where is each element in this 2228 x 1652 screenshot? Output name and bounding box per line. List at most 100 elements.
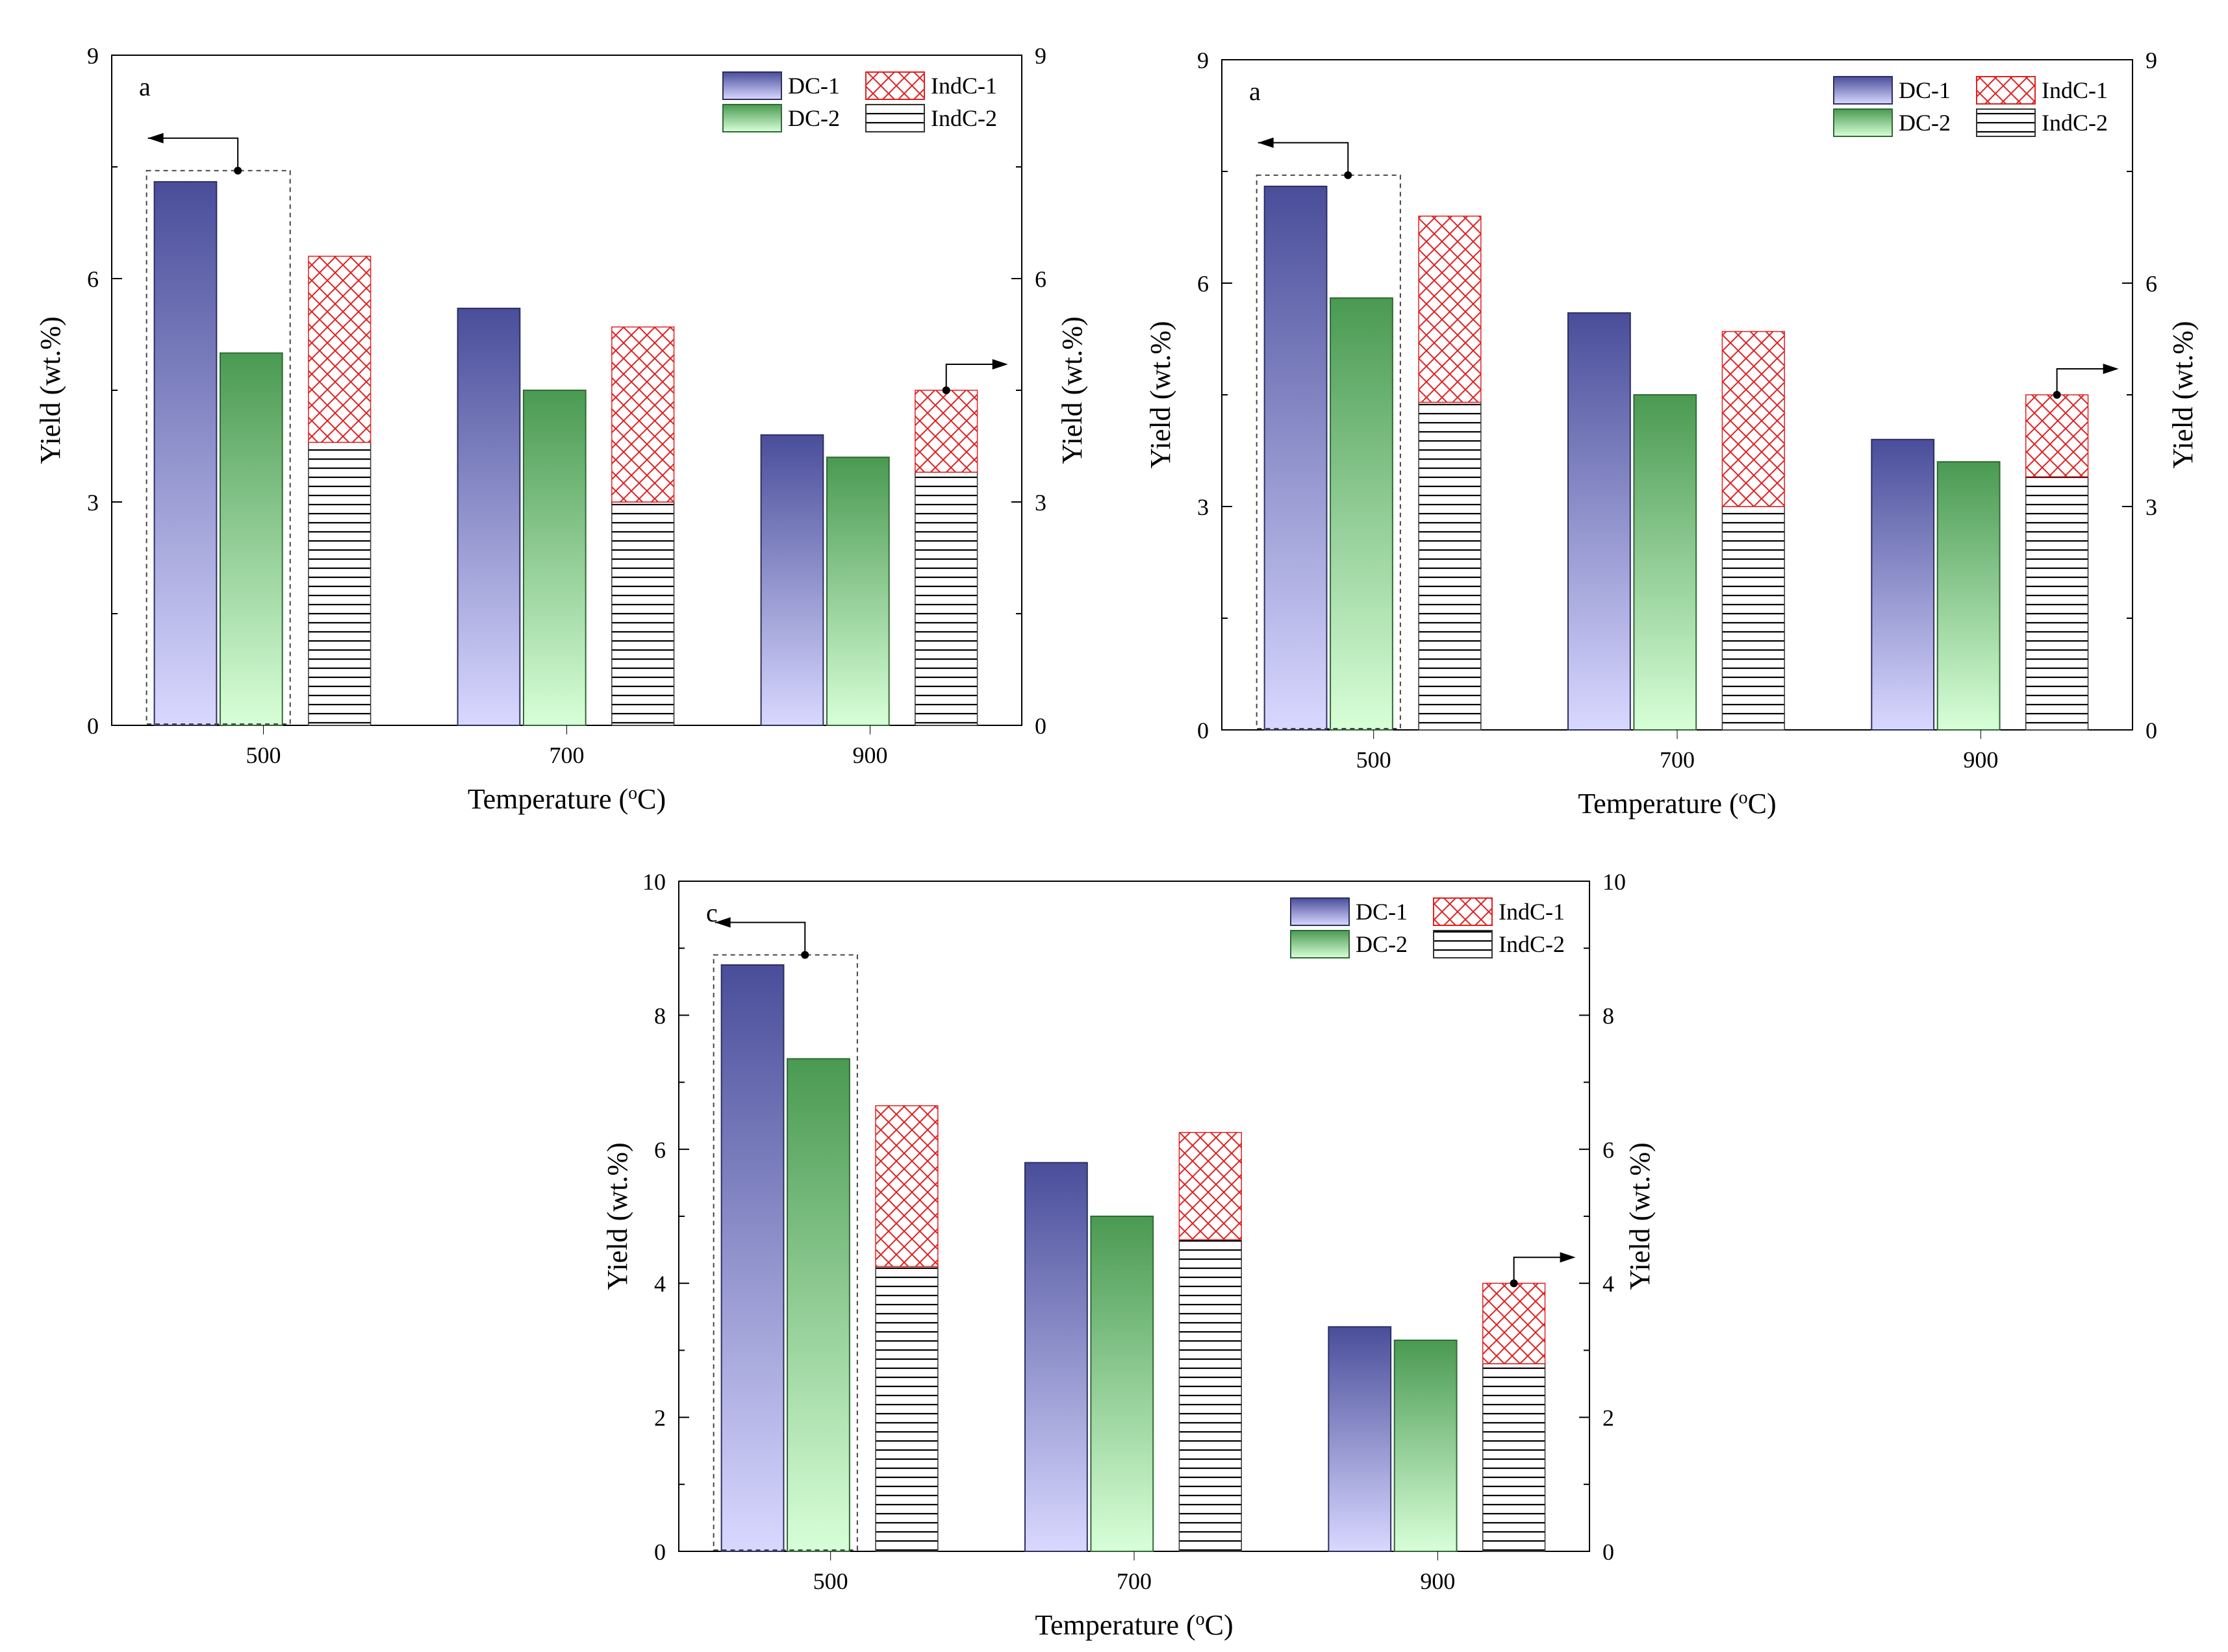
y-axis-title-left: Yield (wt.%) [1145,321,1176,468]
y-tick-label-left: 0 [1197,718,1209,744]
y-tick-label-right: 9 [1035,43,1046,69]
bar-indc1-900 [1482,1283,1546,1364]
bar-indc1-900 [915,390,978,473]
bar-dc2-700 [1090,1216,1154,1552]
arrow-left-head [1258,137,1274,148]
legend-label-indc-2: IndC-2 [931,105,997,131]
dashed-box-left-axis [146,169,291,725]
bar-dc1-900 [1871,438,1935,731]
legend-swatch-indc-2 [865,104,925,132]
y-tick-label-right: 0 [1035,713,1046,739]
bar-dc1-500 [153,181,218,726]
x-tick-label-700: 700 [550,742,585,768]
y-tick-label-right: 4 [1602,1271,1614,1297]
bar-dc1-900 [1328,1326,1392,1553]
y-axis-title-left: Yield (wt.%) [34,316,66,464]
legend-label-dc-1: DC-1 [788,73,840,99]
y-tick-label-right: 6 [1602,1137,1614,1163]
y-axis-title-left: Yield (wt.%) [601,1142,633,1290]
x-axis-title-unit: C) [1748,788,1777,820]
y-tick-label-right: 3 [1035,490,1046,516]
arrow-right-head [992,359,1008,369]
y-tick-label-left: 10 [642,869,666,895]
y-axis-title-right: Yield (wt.%) [1056,316,1088,464]
arrow-left-head [715,917,731,928]
y-tick-label-right: 2 [1602,1405,1614,1431]
legend-label-indc-1: IndC-1 [2042,77,2108,103]
legend-swatch-dc-1 [1833,76,1893,105]
bar-indc2-500 [875,1266,939,1552]
x-tick-label-500: 500 [246,742,281,768]
y-tick-label-left: 4 [654,1271,666,1297]
bar-indc2-500 [1418,401,1482,731]
bar-dc2-700 [1633,394,1697,731]
legend-label-indc-2: IndC-2 [1499,931,1565,957]
bar-dc2-900 [826,457,890,726]
chart-panel-3: 500 700 900 0 0 2 2 4 4 6 6 8 8 10 10 Yield (wt.%) Yield… [601,869,1656,1641]
bar-indc1-500 [308,255,372,444]
bar-indc2-700 [1721,506,1785,731]
arrow-right-line [2056,368,2112,395]
bar-indc2-700 [611,501,675,726]
legend-label-indc-1: IndC-1 [1499,899,1565,925]
x-axis-title-main: Temperature ( [1035,1609,1195,1641]
y-tick-label-left: 9 [1197,47,1209,73]
y-tick-label-right: 10 [1602,869,1626,895]
y-axis-title-right: Yield (wt.%) [2167,321,2199,468]
bar-dc2-900 [1936,461,2001,731]
bar-indc2-900 [1482,1363,1546,1552]
legend-label-indc-1: IndC-1 [931,73,997,99]
x-axis-title: Temperature (oC) [468,783,666,816]
bar-dc2-900 [1393,1339,1458,1552]
y-tick-label-left: 8 [654,1003,666,1029]
x-axis-title-degree: o [1739,788,1748,808]
x-tick-label-700: 700 [1117,1568,1152,1594]
panel-label: c [706,898,718,927]
bar-indc1-700 [1721,331,1785,507]
bar-dc1-900 [760,434,824,726]
bar-indc2-700 [1178,1239,1242,1552]
legend-label-indc-2: IndC-2 [2042,110,2108,136]
x-axis-title: Temperature (oC) [1035,1609,1233,1642]
bar-dc1-500 [720,964,785,1552]
bar-dc1-700 [1567,312,1631,731]
bar-indc1-700 [1178,1132,1242,1240]
bar-dc1-500 [1263,185,1328,731]
y-tick-label-left: 0 [87,713,99,739]
legend-swatch-indc-2 [1976,108,2036,137]
arrow-right-head [2103,364,2119,374]
legend-swatch-indc-1 [865,71,925,100]
y-tick-label-left: 6 [654,1137,666,1163]
bar-dc2-700 [522,390,587,726]
arrow-left-head [147,132,164,144]
legend-swatch-dc-2 [1290,930,1350,958]
legend-label-dc-1: DC-1 [1356,899,1408,925]
chart-panel-1: 500 700 900 0 0 3 3 6 6 9 9 Yield (wt.%) Yield (wt.%… [34,43,1088,815]
dashed-box-left-axis [1256,174,1401,729]
x-tick-label-500: 500 [813,1568,848,1594]
panel-label: a [139,72,151,101]
arrow-left-line [1258,142,1349,175]
bar-indc1-900 [2025,394,2089,477]
bar-indc1-500 [1418,216,1482,403]
y-tick-label-right: 8 [1602,1003,1614,1029]
legend-swatch-indc-2 [1433,930,1493,958]
x-axis-title-unit: C) [1205,1609,1234,1641]
x-tick-label-900: 900 [853,742,888,768]
arrow-left-line [147,137,239,171]
bar-dc2-500 [1330,297,1393,731]
y-tick-label-right: 6 [1035,266,1046,292]
y-tick-label-left: 6 [1197,271,1209,297]
bar-dc2-500 [787,1058,850,1552]
arrow-right-head [1560,1252,1576,1263]
chart-panel-2: 500 700 900 0 0 3 3 6 6 9 9 Yield (wt.%) Yield (wt.%… [1145,47,2199,820]
legend-swatch-dc-2 [1833,108,1893,137]
y-tick-label-right: 9 [2146,47,2157,73]
x-tick-label-500: 500 [1356,747,1391,773]
panel-label: a [1249,77,1261,106]
y-tick-label-left: 2 [654,1405,666,1431]
legend-swatch-indc-1 [1433,897,1493,926]
legend-swatch-dc-2 [722,104,782,132]
legend-swatch-dc-1 [1290,897,1350,926]
